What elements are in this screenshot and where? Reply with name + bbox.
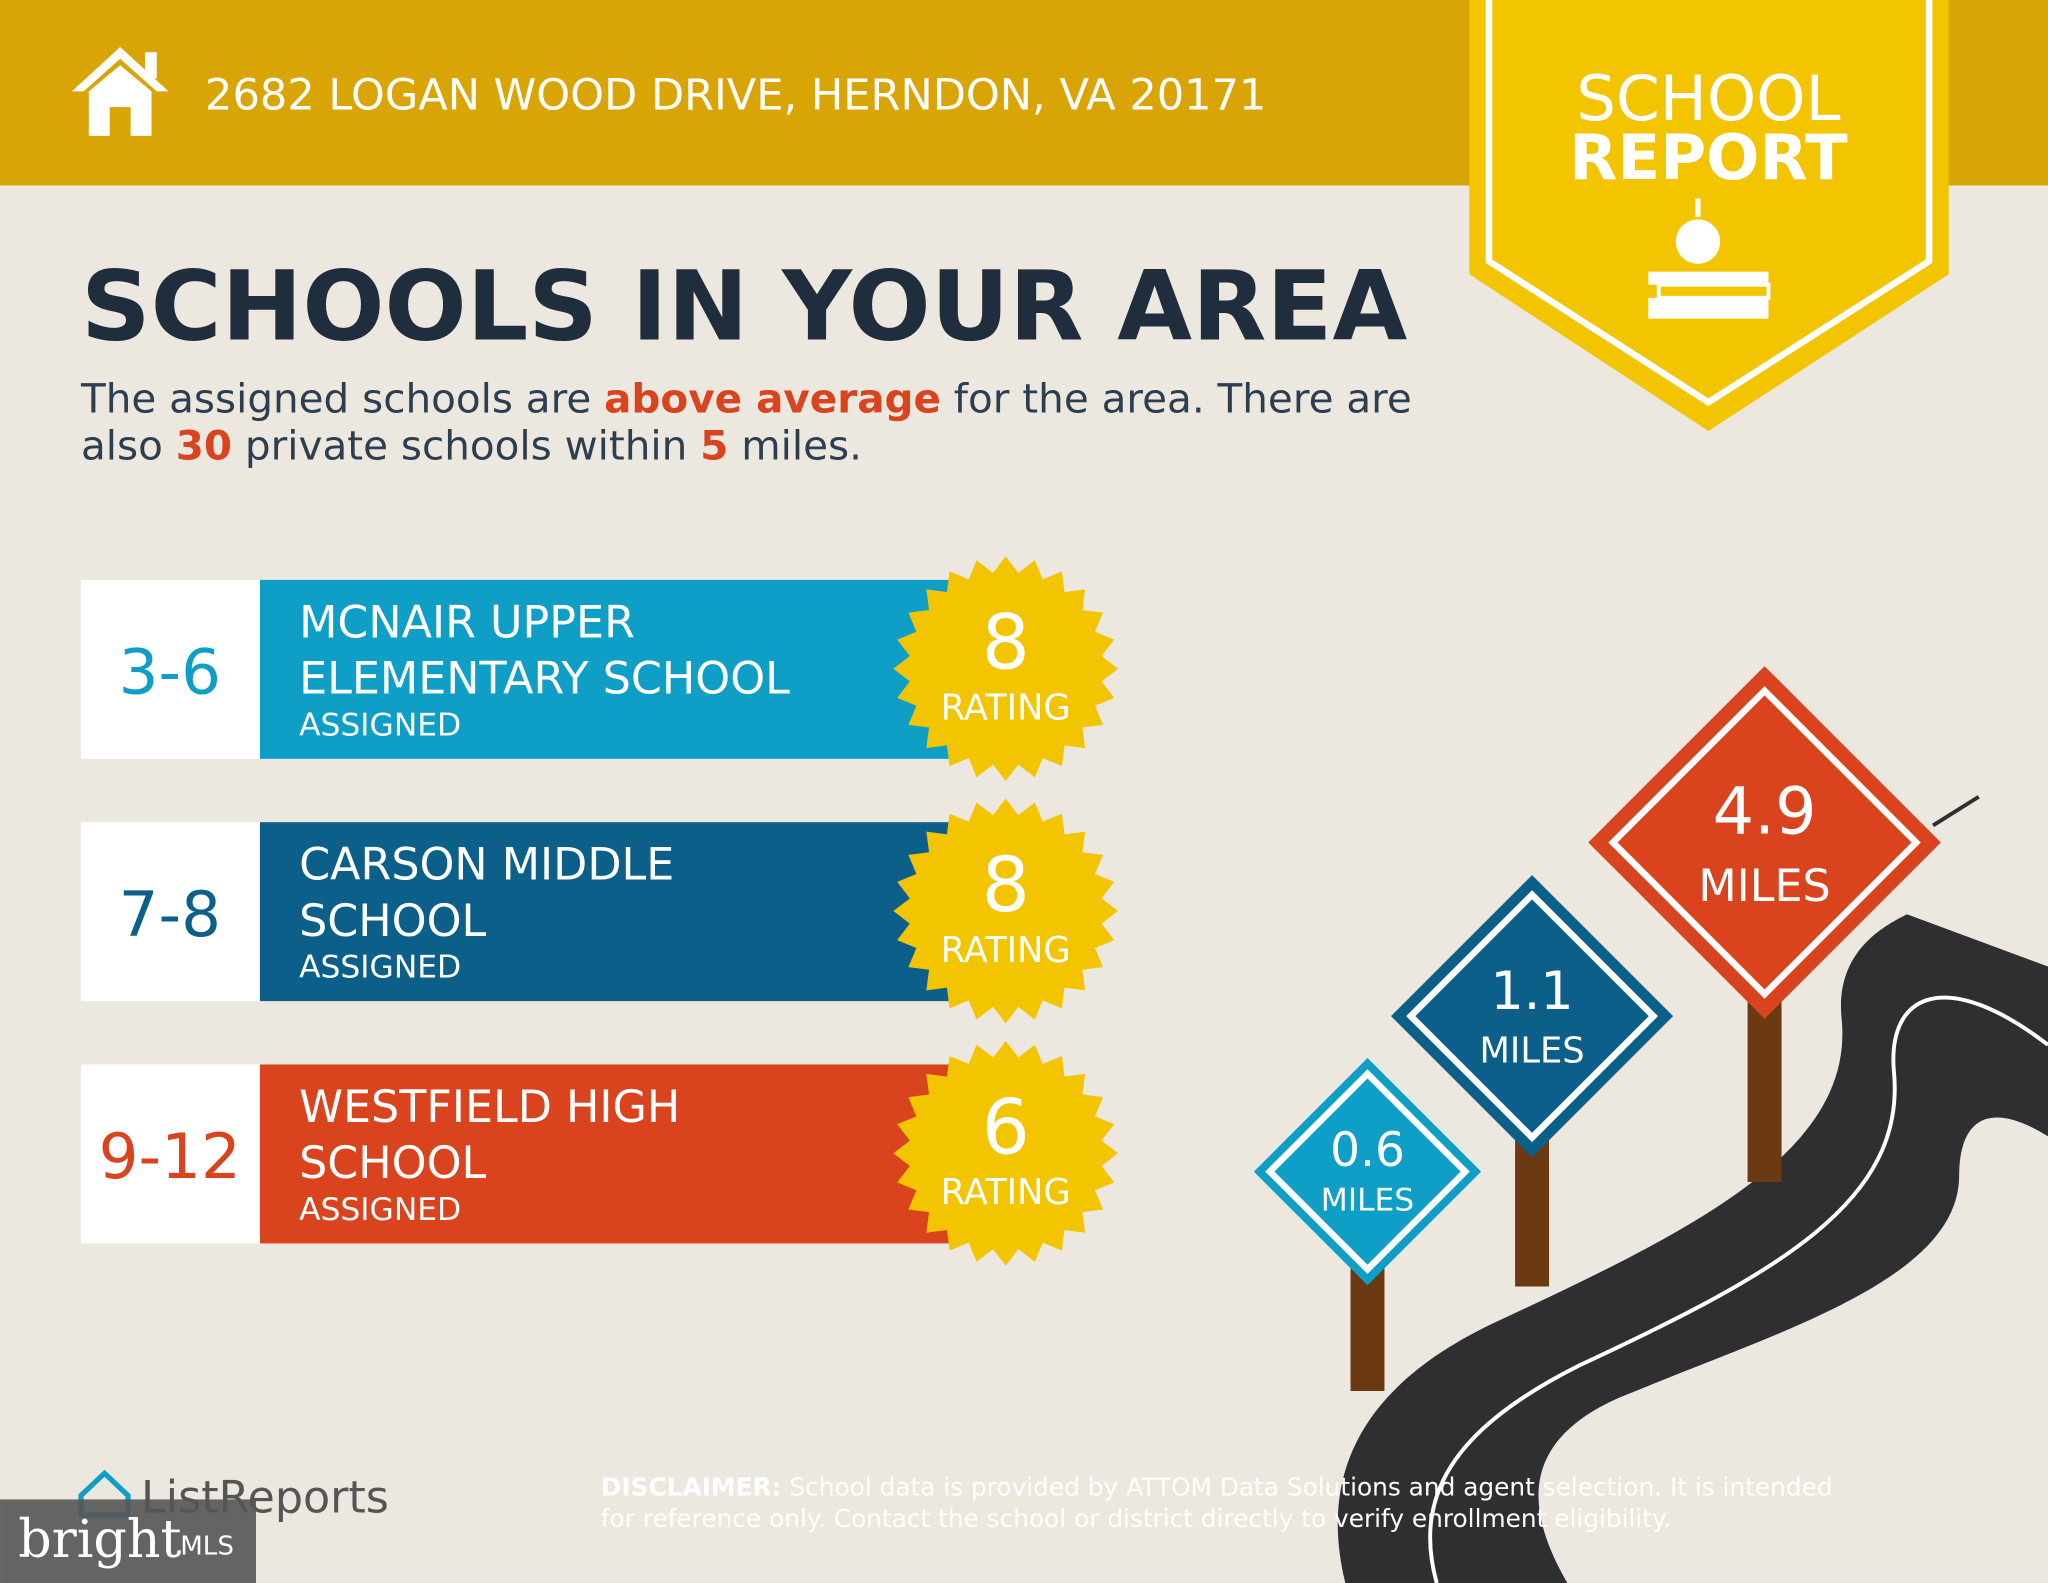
school-status: ASSIGNED bbox=[299, 1192, 461, 1228]
distance-value: 0.6 bbox=[1330, 1123, 1405, 1178]
badge: SCHOOL REPORT bbox=[1469, 0, 1949, 432]
distance-unit: MILES bbox=[1698, 861, 1830, 912]
sign-border bbox=[1265, 1069, 1470, 1274]
intro-highlight: 5 bbox=[700, 422, 728, 470]
grade-box bbox=[80, 1064, 260, 1244]
rating-burst bbox=[893, 556, 1119, 782]
intro-text: also bbox=[81, 422, 176, 470]
distance-sign: 4.9 MILES bbox=[1588, 666, 1941, 1183]
intro-text: miles. bbox=[728, 422, 862, 470]
disclaimer-text: School data is provided by ATTOM Data So… bbox=[782, 1472, 1833, 1501]
badge-line1: SCHOOL bbox=[1576, 62, 1840, 135]
sign-diamond bbox=[1253, 1057, 1482, 1286]
distance-unit: MILES bbox=[1480, 1031, 1585, 1072]
intro-text: The assigned schools are bbox=[80, 375, 604, 423]
grades: 9-12 bbox=[99, 1120, 241, 1193]
watermark: bright bbox=[18, 1510, 181, 1570]
badge-line2: REPORT bbox=[1569, 121, 1848, 194]
rating: 8 bbox=[982, 841, 1030, 929]
rating-label: RATING bbox=[941, 688, 1071, 729]
school-status: ASSIGNED bbox=[299, 950, 461, 986]
rating: 8 bbox=[982, 599, 1030, 687]
school-name: MCNAIR UPPER bbox=[299, 597, 635, 648]
intro: The assigned schools are above average f… bbox=[80, 375, 1412, 470]
intro-text: for the area. There are bbox=[941, 375, 1412, 423]
disclaimer: DISCLAIMER: School data is provided by A… bbox=[601, 1472, 1833, 1501]
grades: 7-8 bbox=[119, 878, 221, 951]
road-edge bbox=[1932, 795, 1980, 828]
intro-highlight: 30 bbox=[176, 422, 232, 470]
school-status: ASSIGNED bbox=[299, 707, 461, 743]
grades: 3-6 bbox=[119, 636, 221, 709]
rating-burst bbox=[893, 1040, 1119, 1266]
distance-sign: 0.6 MILES bbox=[1253, 1057, 1482, 1392]
grade-box bbox=[80, 579, 260, 759]
school-name: SCHOOL bbox=[299, 1138, 486, 1189]
rating-burst bbox=[893, 798, 1119, 1024]
sign-border bbox=[1406, 890, 1659, 1143]
grade-box bbox=[80, 822, 260, 1002]
disclaimer-text: for reference only. Contact the school o… bbox=[601, 1504, 1671, 1533]
school-bar bbox=[259, 1064, 954, 1244]
house-icon bbox=[71, 47, 169, 136]
distance-value: 4.9 bbox=[1713, 774, 1817, 850]
watermark-box bbox=[0, 1499, 257, 1583]
intro-highlight: above average bbox=[604, 375, 941, 423]
distance-value: 1.1 bbox=[1491, 962, 1574, 1022]
watermark-suffix: MLS bbox=[180, 1531, 234, 1561]
intro-line: also 30 private schools within 5 miles. bbox=[81, 422, 862, 470]
rating-label: RATING bbox=[941, 1172, 1071, 1213]
intro-line: The assigned schools are above average f… bbox=[80, 375, 1412, 423]
road bbox=[1337, 914, 2048, 1583]
address: 2682 LOGAN WOOD DRIVE, HERNDON, VA 20171 bbox=[205, 71, 1266, 121]
school-name: WESTFIELD HIGH bbox=[299, 1082, 680, 1133]
road-line bbox=[1428, 995, 2048, 1583]
school-bar bbox=[259, 579, 954, 759]
title: SCHOOLS IN YOUR AREA bbox=[81, 250, 1407, 363]
rating-label: RATING bbox=[941, 930, 1071, 971]
school-row: 3-6 MCNAIR UPPER ELEMENTARY SCHOOLASSIGNED… bbox=[80, 556, 1119, 782]
school-name: SCHOOL bbox=[299, 896, 486, 947]
sign-diamond bbox=[1588, 666, 1941, 1019]
intro-text: private schools within bbox=[232, 422, 700, 470]
school-bar bbox=[259, 822, 954, 1002]
rating: 6 bbox=[982, 1083, 1030, 1171]
sign-border bbox=[1608, 686, 1921, 999]
school-name: ELEMENTARY SCHOOL bbox=[299, 654, 790, 705]
school-name: CARSON MIDDLE bbox=[299, 840, 674, 891]
distance-unit: MILES bbox=[1321, 1182, 1414, 1218]
disclaimer-label: DISCLAIMER: bbox=[601, 1472, 782, 1501]
